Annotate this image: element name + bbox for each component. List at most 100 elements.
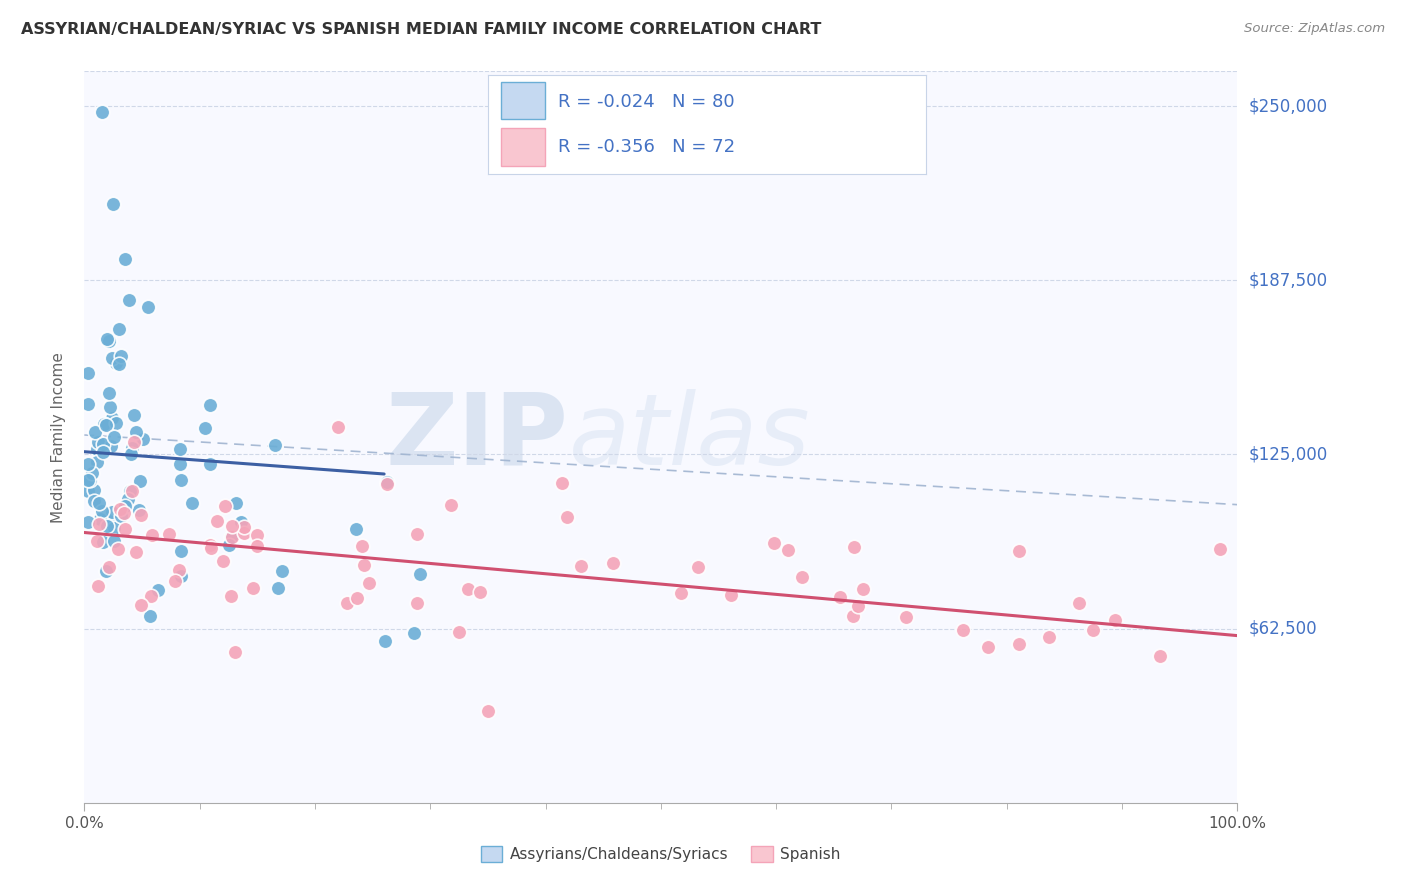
Point	[828, 590, 851, 604]
Point	[470, 585, 492, 599]
Point	[139, 589, 162, 603]
Point	[1149, 649, 1171, 664]
Point	[96, 332, 118, 346]
Point	[198, 398, 221, 412]
Point	[108, 502, 131, 516]
Point	[82, 466, 104, 480]
Point	[219, 530, 242, 544]
Point	[326, 419, 349, 434]
Point	[87, 579, 110, 593]
Point	[224, 645, 246, 659]
Point	[211, 554, 233, 568]
Text: Source: ZipAtlas.com: Source: ZipAtlas.com	[1244, 22, 1385, 36]
Text: $250,000: $250,000	[1249, 97, 1327, 115]
Point	[83, 494, 105, 508]
Point	[477, 704, 499, 718]
Point	[129, 474, 152, 488]
Point	[169, 442, 191, 457]
Point	[91, 535, 114, 549]
Y-axis label: Median Family Income: Median Family Income	[51, 351, 66, 523]
Point	[232, 525, 254, 540]
Point	[344, 522, 367, 536]
Point	[107, 542, 129, 557]
Point	[87, 435, 110, 450]
Point	[98, 401, 121, 415]
Point	[852, 582, 875, 597]
Point	[96, 518, 118, 533]
Point	[100, 505, 122, 519]
Point	[165, 574, 187, 589]
Point	[214, 500, 236, 514]
Point	[97, 514, 120, 528]
Point	[170, 473, 193, 487]
Point	[98, 385, 121, 400]
Point	[101, 351, 124, 365]
Text: $62,500: $62,500	[1249, 620, 1317, 638]
Point	[336, 596, 359, 610]
Point	[1038, 630, 1060, 644]
Point	[221, 519, 243, 533]
Point	[141, 528, 163, 542]
Point	[114, 522, 136, 536]
Point	[136, 300, 159, 314]
Point	[76, 366, 98, 380]
Point	[374, 633, 396, 648]
Point	[846, 599, 869, 613]
Point	[353, 558, 375, 572]
Point	[86, 455, 108, 469]
Point	[232, 520, 254, 534]
Point	[117, 491, 139, 506]
Point	[375, 477, 398, 491]
Point	[86, 442, 108, 456]
Point	[977, 640, 1000, 655]
Point	[76, 483, 98, 498]
Point	[346, 591, 368, 605]
Point	[194, 420, 217, 434]
Text: ASSYRIAN/CHALDEAN/SYRIAC VS SPANISH MEDIAN FAMILY INCOME CORRELATION CHART: ASSYRIAN/CHALDEAN/SYRIAC VS SPANISH MEDI…	[21, 22, 821, 37]
Point	[83, 483, 105, 497]
Point	[242, 581, 264, 595]
Point	[76, 516, 98, 530]
Point	[77, 473, 100, 487]
Point	[246, 527, 269, 541]
Point	[669, 586, 692, 600]
Point	[169, 458, 191, 472]
Point	[90, 104, 112, 119]
Point	[457, 582, 479, 596]
Point	[1008, 544, 1031, 558]
Point	[157, 526, 180, 541]
Point	[778, 543, 800, 558]
Point	[1008, 637, 1031, 651]
Point	[108, 322, 131, 336]
Point	[359, 575, 381, 590]
Point	[198, 457, 221, 471]
Point	[104, 356, 127, 370]
Point	[440, 498, 463, 512]
Point	[264, 437, 287, 451]
Point	[170, 543, 193, 558]
Point	[762, 536, 785, 550]
Point	[89, 516, 111, 531]
Point	[200, 541, 222, 555]
Point	[105, 416, 128, 430]
Point	[110, 509, 132, 524]
Point	[125, 545, 148, 559]
Point	[86, 533, 108, 548]
Point	[114, 252, 136, 267]
Point	[120, 484, 142, 499]
Point	[76, 457, 98, 471]
Text: atlas: atlas	[568, 389, 810, 485]
Point	[139, 608, 162, 623]
Point	[792, 569, 814, 583]
Point	[103, 196, 124, 211]
Point	[447, 625, 470, 640]
Point	[121, 441, 143, 455]
Point	[221, 530, 243, 544]
Point	[91, 444, 114, 458]
Point	[405, 526, 427, 541]
Point	[352, 539, 374, 553]
Point	[91, 437, 114, 451]
Point	[103, 521, 125, 535]
Point	[97, 334, 120, 348]
Point	[841, 609, 863, 624]
